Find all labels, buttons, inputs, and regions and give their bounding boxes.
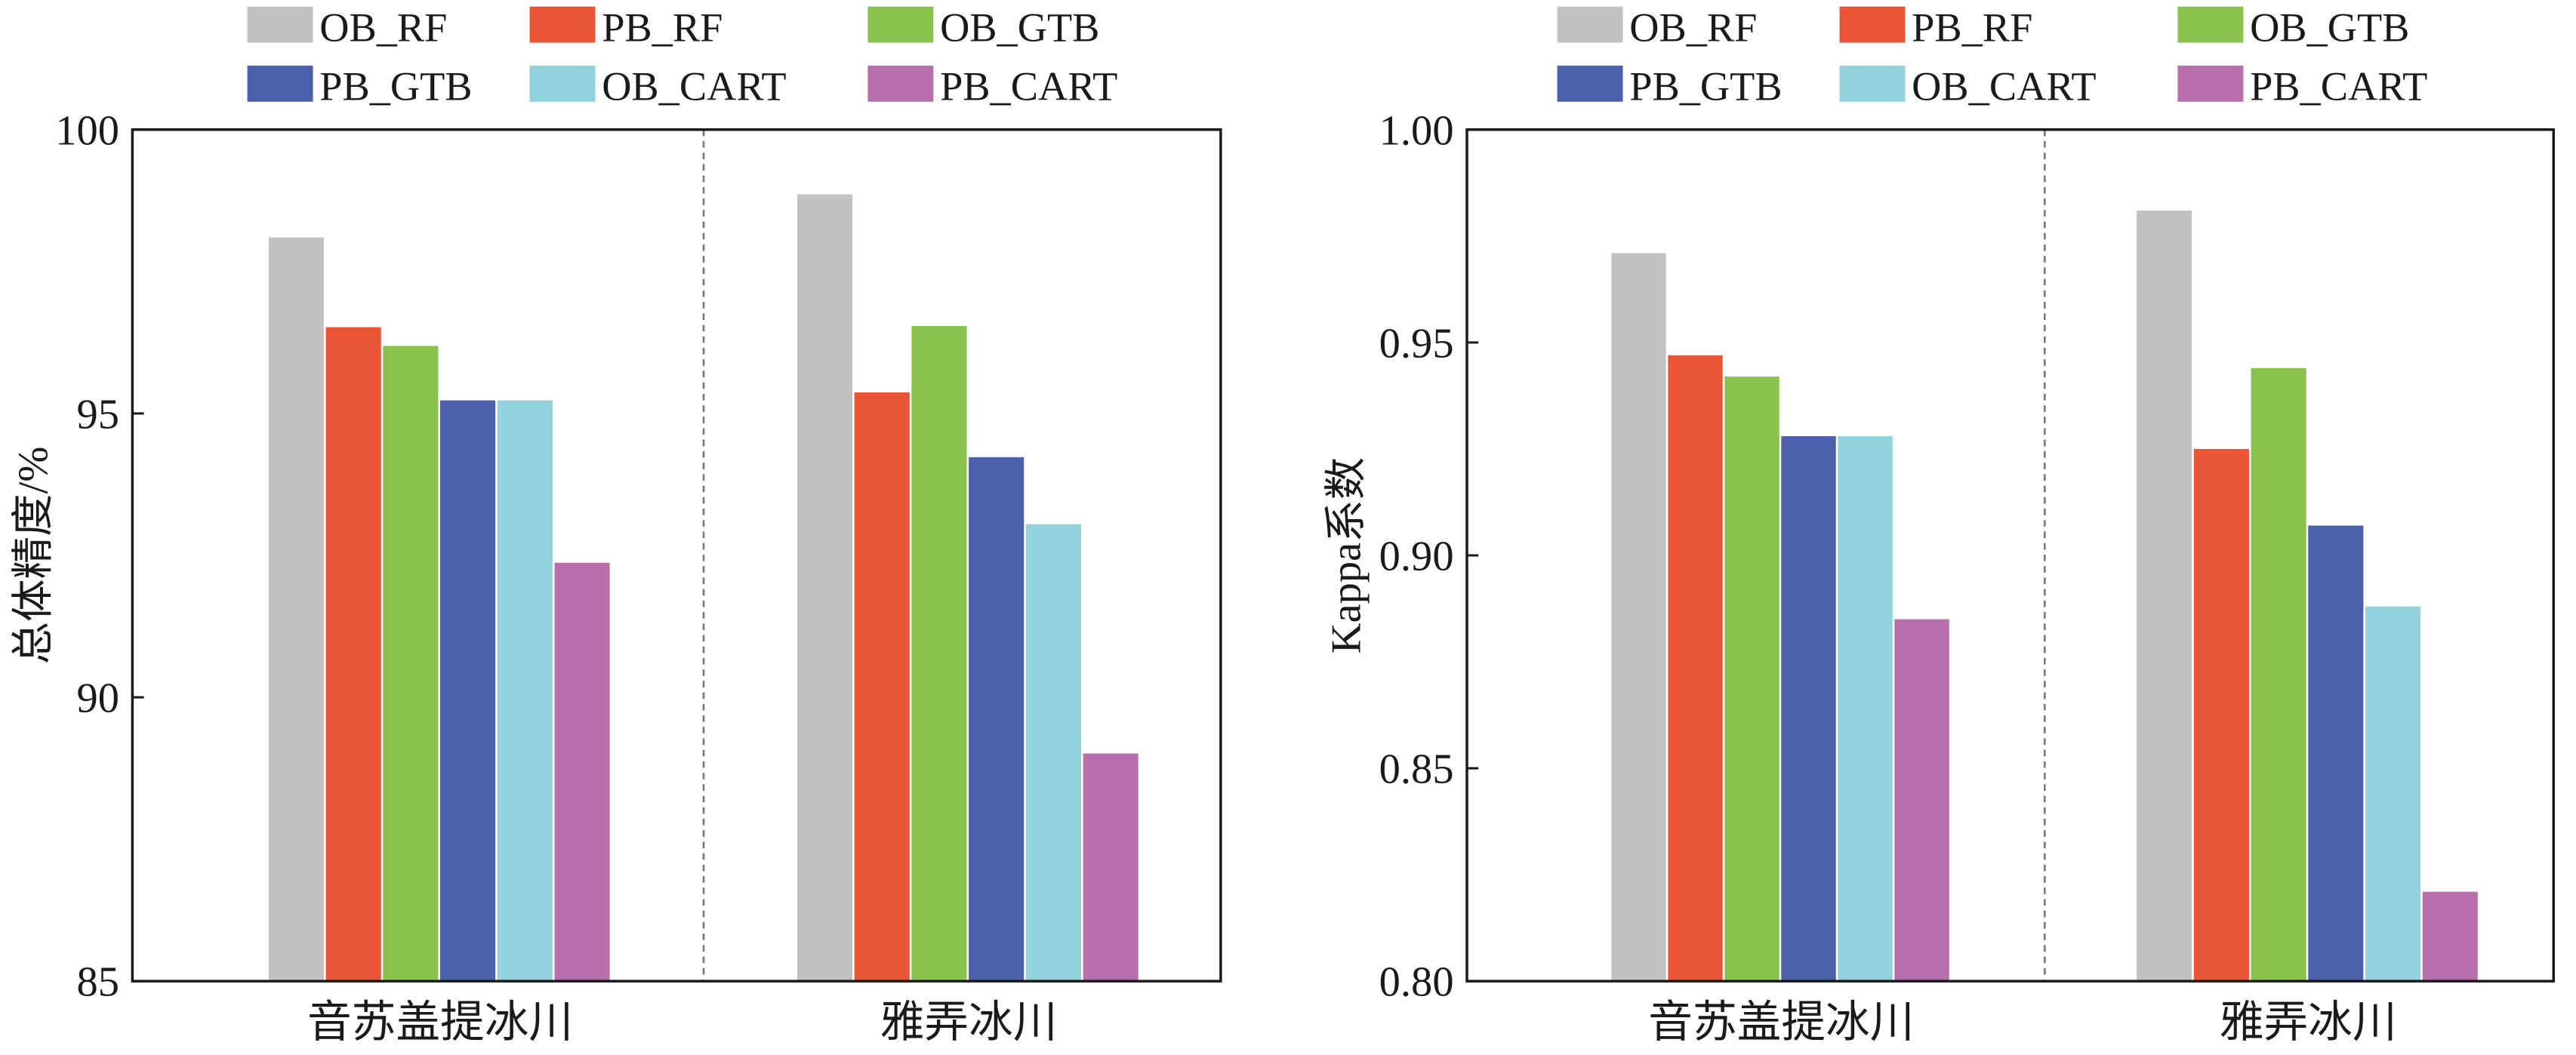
y-tick-label: 100 xyxy=(55,107,119,154)
legend-label: OB_GTB xyxy=(2250,5,2409,50)
bar-pb-rf-2 xyxy=(2193,448,2249,982)
bar-ob-cart-1 xyxy=(1838,435,1893,982)
legend-swatch-pb-cart xyxy=(2177,65,2244,102)
legend-label: PB_GTB xyxy=(319,64,472,109)
y-tick-label: 0.95 xyxy=(1379,320,1454,367)
bar-pb-rf-1 xyxy=(1668,355,1723,982)
x-category-label: 音苏盖提冰川 xyxy=(1648,998,1914,1047)
bar-pb-rf-2 xyxy=(854,392,910,982)
bar-ob-rf-1 xyxy=(1611,253,1666,982)
bar-pb-gtb-2 xyxy=(969,457,1025,982)
legend-label: OB_GTB xyxy=(940,5,1099,50)
bar-ob-gtb-2 xyxy=(2251,368,2306,982)
legend-swatch-pb-cart xyxy=(867,65,934,102)
plot-frame xyxy=(131,128,1222,983)
legend-swatch-pb-rf xyxy=(1839,6,1906,43)
legend-label: OB_RF xyxy=(319,5,447,50)
bar-ob-cart-1 xyxy=(497,400,553,982)
legend-label: OB_CART xyxy=(1912,64,2096,109)
legend-swatch-ob-rf xyxy=(247,6,313,43)
y-tick-label: 85 xyxy=(76,959,119,1006)
bar-pb-cart-2 xyxy=(2422,891,2478,982)
y-tick-label: 0.85 xyxy=(1379,746,1454,793)
bar-pb-gtb-2 xyxy=(2308,525,2364,982)
bar-ob-cart-2 xyxy=(1025,524,1081,982)
legend-swatch-ob-gtb xyxy=(867,6,934,43)
y-axis-label: 总体精度/% xyxy=(10,447,57,665)
bar-ob-cart-2 xyxy=(2365,606,2421,982)
legend-swatch-ob-gtb xyxy=(2177,6,2244,43)
legend-label: OB_RF xyxy=(1629,5,1757,50)
legend-swatch-pb-gtb xyxy=(1557,65,1623,102)
legend-label: PB_RF xyxy=(602,5,723,50)
bar-ob-gtb-1 xyxy=(1724,376,1779,982)
x-category-label: 音苏盖提冰川 xyxy=(307,998,573,1047)
legend-swatch-ob-cart xyxy=(1839,65,1906,102)
y-tick-label: 0.80 xyxy=(1379,959,1454,1006)
y-tick-label: 90 xyxy=(76,675,119,722)
y-tick-label: 1.00 xyxy=(1379,107,1454,154)
legend-swatch-ob-cart xyxy=(529,65,596,102)
legend-label: PB_CART xyxy=(940,64,1117,109)
bar-pb-gtb-1 xyxy=(1781,435,1836,982)
y-tick-label: 0.90 xyxy=(1379,534,1454,580)
bar-ob-rf-2 xyxy=(797,194,853,982)
bar-ob-rf-1 xyxy=(268,237,324,982)
bar-ob-gtb-1 xyxy=(383,346,439,982)
legend-label: PB_RF xyxy=(1912,5,2032,50)
legend-swatch-pb-rf xyxy=(529,6,596,43)
bar-pb-cart-1 xyxy=(1894,619,1949,982)
x-category-label: 雅弄冰川 xyxy=(880,998,1058,1047)
legend-swatch-pb-gtb xyxy=(247,65,313,102)
chart-panel-1: 85 90 95 100 音苏盖提冰川 雅弄冰川 总体精度/% OB_RF PB_RF OB_GT… xyxy=(10,5,1222,1047)
chart-panel-2: 0.80 0.85 0.90 0.95 1.00 音苏盖提冰川 雅弄冰川 Kappa系数 OB_… xyxy=(1323,5,2556,1047)
legend-label: OB_CART xyxy=(602,64,786,109)
y-axis-label: Kappa系数 xyxy=(1323,457,1370,654)
legend-swatch-ob-rf xyxy=(1557,6,1623,43)
bar-ob-gtb-2 xyxy=(911,326,967,982)
bar-pb-cart-1 xyxy=(554,562,610,982)
x-category-label: 雅弄冰川 xyxy=(2220,998,2397,1047)
bar-pb-gtb-1 xyxy=(440,400,496,982)
legend-label: PB_GTB xyxy=(1629,64,1782,109)
bar-pb-rf-1 xyxy=(325,327,381,982)
bar-pb-cart-2 xyxy=(1083,753,1139,982)
legend-label: PB_CART xyxy=(2250,64,2427,109)
y-tick-label: 95 xyxy=(76,391,119,438)
bar-ob-rf-2 xyxy=(2137,210,2192,982)
